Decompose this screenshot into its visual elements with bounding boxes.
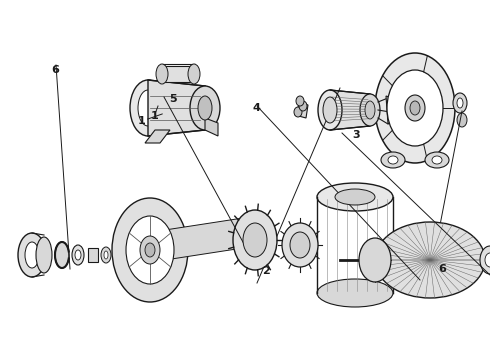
Ellipse shape: [457, 98, 463, 108]
Ellipse shape: [72, 245, 84, 265]
Ellipse shape: [294, 107, 302, 117]
Polygon shape: [148, 80, 205, 136]
Ellipse shape: [104, 251, 108, 259]
Text: 5: 5: [169, 94, 176, 104]
Ellipse shape: [36, 237, 52, 273]
Ellipse shape: [375, 222, 485, 298]
Polygon shape: [295, 102, 308, 118]
Bar: [162, 66, 194, 82]
Ellipse shape: [138, 90, 158, 126]
Ellipse shape: [480, 246, 490, 274]
Ellipse shape: [198, 96, 212, 120]
Text: 2: 2: [262, 266, 270, 276]
Ellipse shape: [323, 97, 337, 123]
Ellipse shape: [25, 242, 39, 268]
Text: 1: 1: [138, 116, 146, 126]
Ellipse shape: [485, 253, 490, 267]
Ellipse shape: [282, 223, 318, 267]
Ellipse shape: [156, 64, 168, 84]
Ellipse shape: [318, 90, 342, 130]
Text: 6: 6: [439, 264, 446, 274]
Ellipse shape: [317, 279, 393, 307]
Text: 6: 6: [51, 65, 59, 75]
Ellipse shape: [101, 247, 111, 263]
Ellipse shape: [365, 101, 375, 119]
Text: 3: 3: [352, 130, 360, 140]
Polygon shape: [145, 130, 170, 143]
Polygon shape: [330, 90, 370, 130]
Ellipse shape: [140, 236, 160, 264]
Ellipse shape: [335, 189, 375, 205]
Ellipse shape: [55, 242, 69, 268]
Ellipse shape: [457, 113, 467, 127]
Ellipse shape: [360, 94, 380, 126]
Ellipse shape: [405, 95, 425, 121]
Ellipse shape: [453, 93, 467, 113]
Ellipse shape: [387, 70, 443, 146]
Ellipse shape: [126, 216, 174, 284]
Polygon shape: [165, 218, 243, 260]
Ellipse shape: [410, 101, 420, 115]
Ellipse shape: [243, 223, 267, 257]
Ellipse shape: [233, 210, 277, 270]
Ellipse shape: [290, 232, 310, 258]
Ellipse shape: [190, 86, 220, 130]
Ellipse shape: [388, 156, 398, 164]
Ellipse shape: [130, 80, 166, 136]
Text: 4: 4: [252, 103, 260, 113]
Ellipse shape: [112, 198, 188, 302]
Ellipse shape: [317, 183, 393, 211]
Ellipse shape: [375, 53, 455, 163]
Ellipse shape: [299, 101, 307, 111]
Ellipse shape: [75, 250, 81, 260]
Ellipse shape: [188, 64, 200, 84]
Ellipse shape: [432, 156, 442, 164]
Ellipse shape: [381, 152, 405, 168]
Ellipse shape: [145, 243, 155, 257]
Ellipse shape: [18, 233, 46, 277]
Bar: [88, 248, 98, 262]
Polygon shape: [205, 118, 218, 136]
Ellipse shape: [296, 96, 304, 106]
Ellipse shape: [425, 152, 449, 168]
Ellipse shape: [359, 238, 391, 282]
Text: 1: 1: [151, 111, 159, 121]
Polygon shape: [386, 96, 398, 124]
